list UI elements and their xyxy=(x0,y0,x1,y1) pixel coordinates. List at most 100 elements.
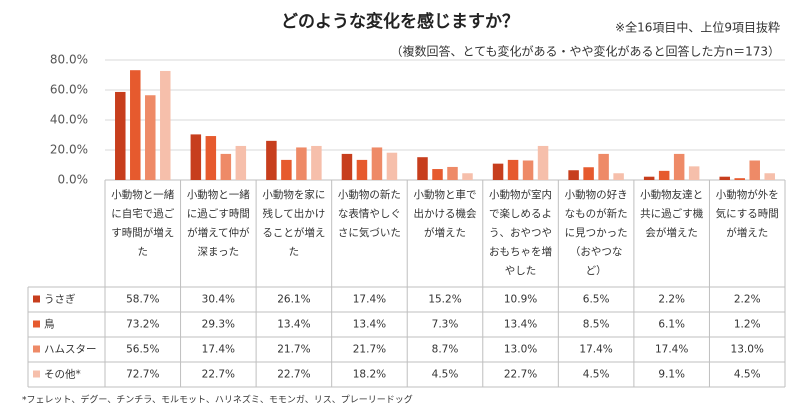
value-label: 6.1% xyxy=(658,319,685,331)
legend-swatch xyxy=(33,370,40,378)
bar xyxy=(522,160,534,180)
value-label: 58.7% xyxy=(126,294,159,306)
value-label: 22.7% xyxy=(504,369,537,381)
bar xyxy=(160,70,171,180)
value-label: 29.3% xyxy=(202,319,235,331)
category-label: 小動物が室内で楽しめるよう、おやつやおもちゃを増やした xyxy=(489,189,553,277)
value-label: 13.4% xyxy=(353,319,386,331)
bar xyxy=(235,145,247,180)
y-tick-label: 40.0% xyxy=(50,113,88,127)
bar xyxy=(734,178,745,180)
value-label: 22.7% xyxy=(202,369,235,381)
legend-label: その他* xyxy=(44,368,81,381)
value-label: 8.5% xyxy=(583,319,610,331)
bar xyxy=(115,91,126,180)
category-label: 小動物を家に残して出かけることが増えた xyxy=(262,189,326,258)
bar xyxy=(507,159,519,180)
legend-swatch xyxy=(33,345,40,353)
value-label: 26.1% xyxy=(277,294,310,306)
bar xyxy=(492,163,504,180)
bar xyxy=(220,153,232,180)
bar xyxy=(583,167,594,180)
bar xyxy=(537,145,549,180)
bar xyxy=(266,140,277,180)
value-label: 4.5% xyxy=(583,369,610,381)
bar xyxy=(688,166,700,180)
value-label: 2.2% xyxy=(734,294,761,306)
category-label: 小動物と一緒に自宅で過ごす時間が増えた xyxy=(111,189,175,258)
value-label: 10.9% xyxy=(504,294,537,306)
bar xyxy=(432,169,443,180)
bar xyxy=(296,147,307,180)
category-label: 小動物と一緒に過ごす時間が増えて仲が深まった xyxy=(186,189,250,258)
footnote: *フェレット、デグー、チンチラ、モルモット、ハリネズミ、モモンガ、リス、プレーリ… xyxy=(22,394,413,406)
legend-swatch xyxy=(33,320,40,328)
value-label: 8.7% xyxy=(432,344,459,356)
category-label: 小動物友達と共に過ごす機会が増えた xyxy=(640,189,704,239)
value-label: 21.7% xyxy=(277,344,310,356)
bar xyxy=(719,176,730,180)
value-label: 4.5% xyxy=(432,369,459,381)
bar xyxy=(598,153,609,180)
bar xyxy=(386,152,398,180)
category-label: 小動物の新たな表情やしぐさに気づいた xyxy=(337,189,401,239)
y-tick-label: 60.0% xyxy=(50,83,88,97)
value-label: 13.0% xyxy=(731,344,764,356)
value-label: 73.2% xyxy=(126,319,159,331)
value-label: 9.1% xyxy=(658,369,685,381)
bar xyxy=(764,173,775,180)
bar xyxy=(417,157,428,180)
bar xyxy=(371,147,383,180)
chart-title: どのような変化を感じますか？ xyxy=(281,11,519,32)
legend-swatch xyxy=(33,295,40,303)
value-label: 7.3% xyxy=(432,319,459,331)
category-label: 小動物の好きなものが新たに見つかった（おやつなど） xyxy=(564,189,628,277)
legend-label: うさぎ xyxy=(44,293,76,306)
bar xyxy=(281,159,292,180)
value-label: 13.0% xyxy=(504,344,537,356)
bar xyxy=(643,176,655,180)
y-tick-label: 0.0% xyxy=(58,173,89,187)
category-label: 小動物と車で出かける機会が増えた xyxy=(413,189,477,239)
value-label: 15.2% xyxy=(428,294,461,306)
bar xyxy=(341,153,353,180)
bar xyxy=(613,173,624,180)
bar xyxy=(190,134,202,180)
y-tick-label: 80.0% xyxy=(50,53,88,67)
value-label: 1.2% xyxy=(734,319,761,331)
legend-label: 鳥 xyxy=(44,318,55,331)
value-label: 13.4% xyxy=(277,319,310,331)
bar xyxy=(205,136,217,180)
value-label: 56.5% xyxy=(126,344,159,356)
value-label: 17.4% xyxy=(579,344,612,356)
value-label: 17.4% xyxy=(353,294,386,306)
value-label: 6.5% xyxy=(583,294,610,306)
note: （複数回答、とても変化がある・やや変化があると回答した方n＝173） xyxy=(390,44,780,59)
legend-label: ハムスター xyxy=(44,344,97,356)
bar xyxy=(749,160,760,180)
value-label: 21.7% xyxy=(353,344,386,356)
note: ※全16項目中、上位9項目抜粋 xyxy=(615,20,780,35)
bar xyxy=(568,170,579,180)
value-label: 17.4% xyxy=(202,344,235,356)
category-label: 小動物が外を気にする時間が増えた xyxy=(715,189,779,239)
value-label: 13.4% xyxy=(504,319,537,331)
bar xyxy=(673,153,685,180)
value-label: 2.2% xyxy=(658,294,685,306)
bar xyxy=(462,173,473,180)
value-label: 22.7% xyxy=(277,369,310,381)
value-label: 17.4% xyxy=(655,344,688,356)
bar xyxy=(311,145,322,180)
bar xyxy=(130,70,141,180)
value-label: 72.7% xyxy=(126,369,159,381)
value-label: 30.4% xyxy=(202,294,235,306)
value-label: 18.2% xyxy=(353,369,386,381)
value-label: 4.5% xyxy=(734,369,761,381)
bar xyxy=(145,95,156,180)
bar xyxy=(356,159,368,180)
y-tick-label: 20.0% xyxy=(50,143,88,157)
bar xyxy=(658,170,670,180)
bar xyxy=(447,166,458,180)
